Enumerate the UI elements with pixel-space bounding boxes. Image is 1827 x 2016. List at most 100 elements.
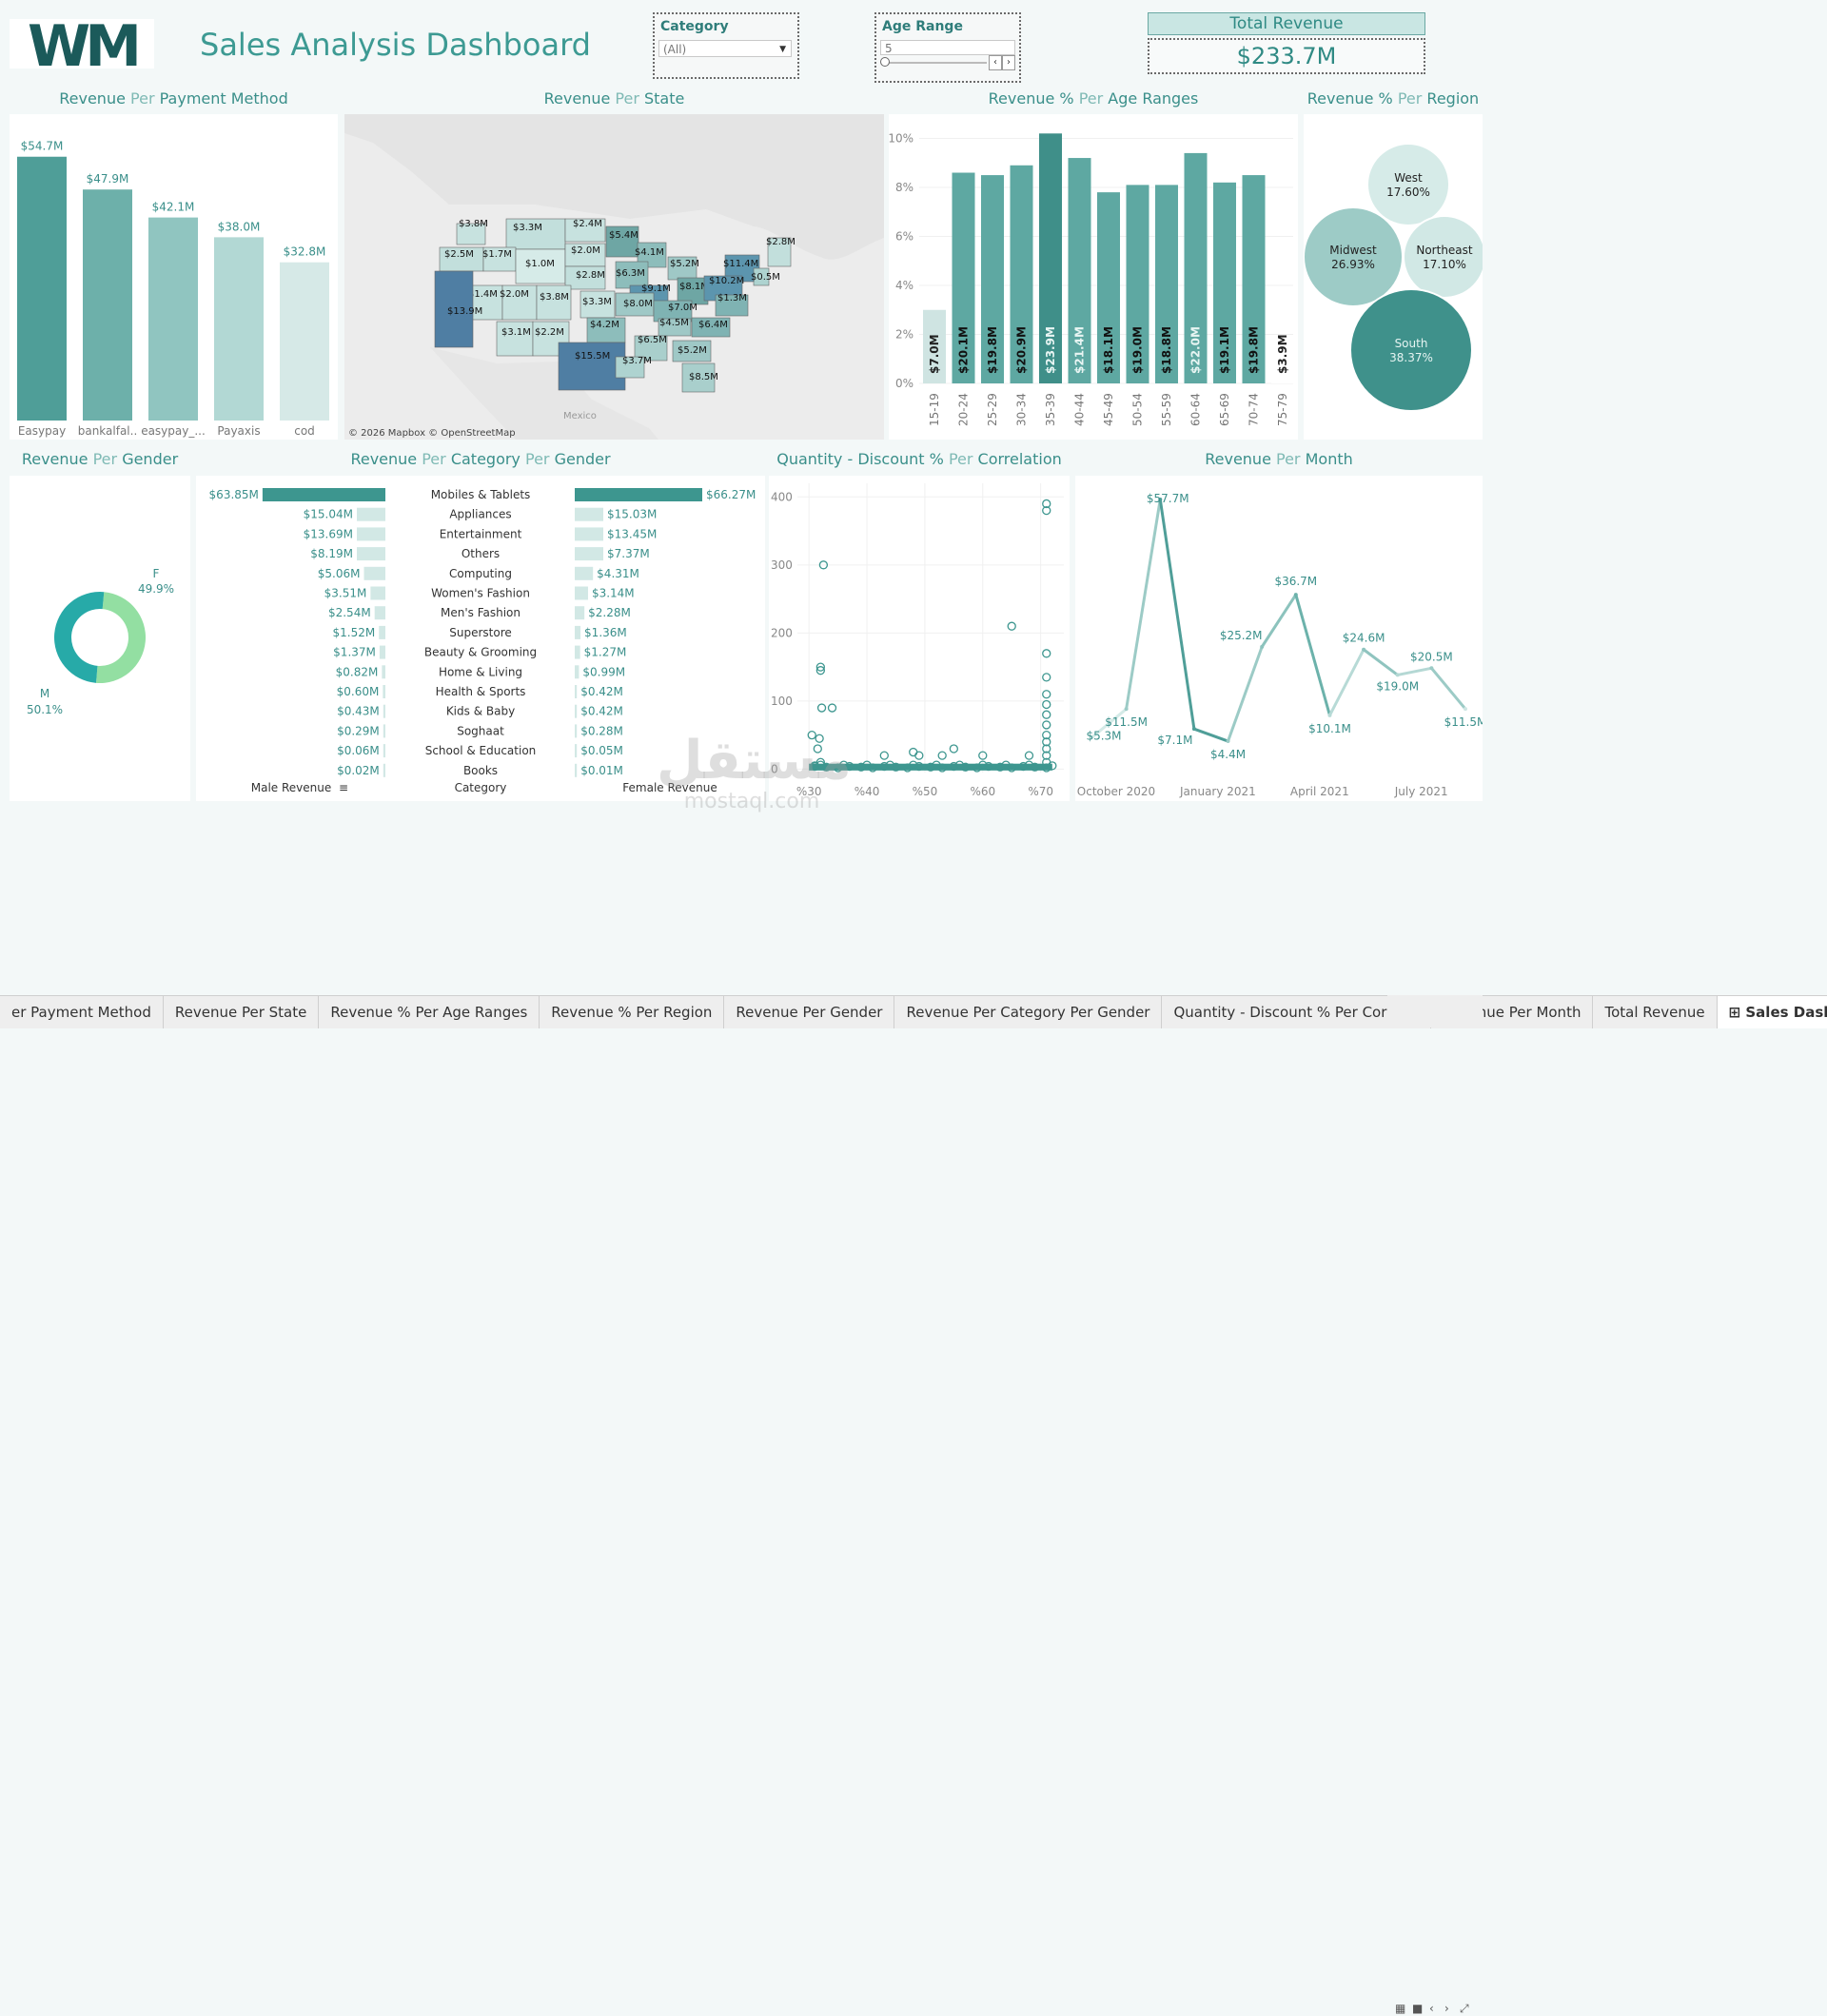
age-bar[interactable] [1155, 185, 1178, 383]
month-point[interactable] [1090, 734, 1094, 739]
scatter-point[interactable] [1042, 499, 1051, 509]
scatter-point[interactable] [984, 761, 993, 772]
payment-bar[interactable] [148, 217, 198, 421]
state-shape[interactable] [456, 223, 486, 245]
male-revenue-bar[interactable] [379, 625, 385, 639]
age-bar[interactable] [1068, 158, 1091, 383]
state-shape[interactable] [767, 237, 792, 267]
state-shape[interactable] [564, 218, 606, 243]
male-revenue-bar[interactable] [383, 724, 385, 738]
category-filter[interactable]: Category (All) ▼ [653, 12, 799, 79]
scatter-point[interactable] [821, 762, 832, 772]
state-shape[interactable] [677, 277, 709, 305]
region-bubble[interactable] [1303, 206, 1404, 307]
scatter-point[interactable] [995, 762, 1005, 772]
state-shape[interactable] [634, 335, 668, 362]
scatter-point[interactable] [1042, 649, 1051, 658]
category-select[interactable]: (All) ▼ [658, 40, 792, 57]
scatter-point[interactable] [949, 744, 958, 754]
state-map[interactable]: $3.8M $3.3M $2.4M $5.4M $2.8M $2.5M $1.7M $1.0M… [344, 114, 884, 440]
scatter-point[interactable] [949, 761, 958, 772]
region-bubble[interactable] [1349, 288, 1473, 412]
month-point[interactable] [1226, 739, 1230, 744]
scroll-left-icon[interactable]: ‹ [1429, 2002, 1434, 2015]
male-revenue-bar[interactable] [357, 507, 385, 521]
scatter-point[interactable] [856, 762, 866, 772]
state-shape[interactable] [536, 284, 572, 321]
scatter-point[interactable] [807, 731, 816, 740]
slider-prev-button[interactable]: ‹ [989, 55, 1002, 70]
scatter-point[interactable] [960, 762, 971, 772]
scatter-point[interactable] [1030, 762, 1040, 772]
female-revenue-bar[interactable] [575, 566, 594, 580]
male-revenue-bar[interactable] [379, 645, 385, 659]
scatter-point[interactable] [891, 762, 901, 772]
scatter-point[interactable] [815, 666, 825, 675]
female-revenue-bar[interactable] [575, 488, 702, 501]
state-shape[interactable] [615, 356, 645, 379]
male-revenue-bar[interactable] [363, 566, 385, 580]
scatter-point[interactable] [813, 744, 822, 754]
sheet-tab[interactable]: Revenue % Per Age Ranges [319, 996, 540, 1028]
scatter-point[interactable] [1018, 761, 1029, 772]
sheet-tab[interactable]: Revenue % Per Region [540, 996, 725, 1028]
female-revenue-bar[interactable] [575, 625, 581, 639]
scroll-right-icon[interactable]: › [1444, 2002, 1449, 2015]
scatter-point[interactable] [1024, 760, 1034, 770]
payment-bar[interactable] [83, 189, 132, 421]
scatter-point[interactable] [1042, 690, 1051, 699]
age-bar[interactable] [1242, 175, 1266, 383]
age-range-filter[interactable]: Age Range 5 ‹ › [874, 12, 1021, 83]
scatter-point[interactable] [1042, 744, 1051, 754]
age-bar[interactable] [1213, 182, 1236, 383]
sort-icon[interactable]: ≡ [339, 781, 348, 794]
grid-view-icon[interactable]: ▦ [1395, 2002, 1406, 2015]
sheet-tab[interactable]: Revenue Per Category Per Gender [894, 996, 1163, 1028]
age-bar[interactable] [1097, 192, 1120, 383]
tab-sales-dashboard[interactable]: ⊞ Sales Dashboard [1717, 996, 1827, 1028]
male-revenue-bar[interactable] [383, 744, 385, 758]
scatter-point[interactable] [879, 751, 889, 760]
scatter-point[interactable] [815, 760, 825, 770]
state-shape[interactable] [580, 290, 616, 319]
scatter-point[interactable] [937, 751, 947, 760]
region-bubble[interactable] [1366, 143, 1450, 226]
age-bar[interactable] [1039, 133, 1062, 383]
state-shape[interactable] [496, 321, 534, 357]
state-shape[interactable] [439, 246, 484, 272]
month-point[interactable] [1327, 713, 1332, 717]
scatter-point[interactable] [1042, 710, 1051, 719]
month-point[interactable] [1429, 666, 1434, 671]
month-point[interactable] [1260, 644, 1265, 649]
month-point[interactable] [1362, 647, 1366, 652]
state-shape[interactable] [667, 256, 697, 281]
female-revenue-bar[interactable] [575, 507, 603, 521]
scatter-point[interactable] [926, 762, 935, 772]
male-revenue-bar[interactable] [370, 586, 385, 600]
month-point[interactable] [1124, 707, 1129, 712]
age-range-input[interactable]: 5 [880, 40, 1015, 55]
state-shape[interactable] [715, 294, 749, 317]
state-shape[interactable] [615, 261, 649, 289]
scatter-point[interactable] [914, 751, 924, 760]
scatter-point[interactable] [815, 734, 824, 743]
female-revenue-bar[interactable] [575, 606, 585, 620]
scatter-point[interactable] [1048, 761, 1057, 771]
scatter-point[interactable] [1001, 760, 1011, 770]
scatter-point[interactable] [1007, 621, 1016, 631]
scatter-point[interactable] [815, 662, 825, 672]
state-shape[interactable] [564, 265, 606, 290]
state-shape[interactable] [672, 340, 712, 362]
scatter-point[interactable] [885, 760, 895, 770]
month-point[interactable] [1191, 727, 1196, 732]
scatter-point[interactable] [862, 760, 872, 770]
male-revenue-bar[interactable] [382, 665, 385, 679]
state-shape[interactable] [505, 218, 566, 250]
age-bar[interactable] [1271, 342, 1294, 383]
male-revenue-bar[interactable] [383, 685, 385, 698]
scatter-point[interactable] [816, 703, 827, 713]
scatter-point[interactable] [978, 751, 988, 760]
state-shape[interactable] [615, 292, 655, 317]
female-revenue-bar[interactable] [575, 665, 580, 679]
scatter-point[interactable] [1042, 720, 1051, 730]
